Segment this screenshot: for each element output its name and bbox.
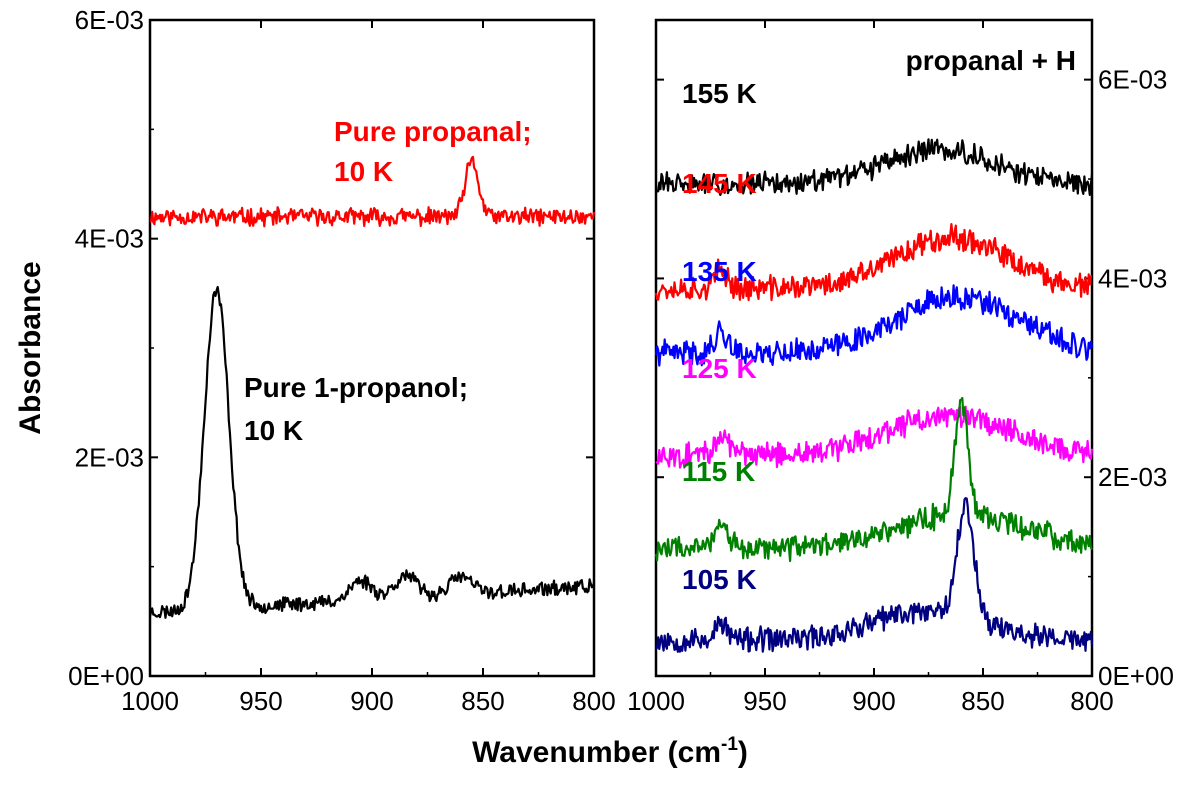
right-ytick-label: 6E-03: [1098, 65, 1167, 95]
label-pure-propanal-line1: Pure propanal;: [334, 116, 532, 147]
right-ytick-label: 4E-03: [1098, 263, 1167, 293]
trace-115-k: [654, 396, 1093, 563]
trace-135-k: [654, 284, 1094, 367]
label-pure-1-propanol-line1: Pure 1-propanol;: [244, 372, 468, 403]
trace-105-k: [655, 497, 1094, 653]
trace-125-k: [655, 405, 1094, 469]
label-155k: 155 K: [682, 78, 757, 109]
x-axis-label-main: Wavenumber (cm: [472, 736, 721, 769]
left-xtick-label: 1000: [121, 686, 179, 716]
left-ytick-label: 4E-03: [75, 224, 144, 254]
label-115k: 115 K: [682, 456, 755, 487]
trace-pure-1-propanol-10-k: [148, 285, 596, 619]
left-ytick-label: 2E-03: [75, 442, 144, 472]
right-xtick-label: 950: [743, 686, 786, 716]
trace-155-k: [655, 138, 1094, 196]
panel-left: 1000 950 900 850 800 0E+00 2E-03 4E-03 6E-03 Pur…: [68, 5, 616, 716]
label-pure-propanal-line2: 10 K: [334, 156, 393, 187]
right-ytick-label: 0E+00: [1098, 661, 1174, 691]
left-ticks: 1000 950 900 850 800 0E+00 2E-03 4E-03 6E-03: [68, 5, 616, 716]
trace-pure-propanal-10-k: [149, 155, 596, 228]
left-ytick-label: 6E-03: [75, 5, 144, 35]
left-xtick-label: 900: [350, 686, 393, 716]
right-ytick-label: 2E-03: [1098, 462, 1167, 492]
x-axis-label-close: ): [738, 736, 748, 769]
right-panel-title: propanal + H: [906, 45, 1076, 76]
x-axis-label-superscript: -1: [721, 734, 738, 755]
left-traces: [148, 155, 596, 619]
x-axis-label: Wavenumber (cm-1): [472, 734, 748, 769]
y-axis-label: Absorbance: [14, 261, 47, 434]
right-xtick-label: 800: [1070, 686, 1113, 716]
label-105k: 105 K: [682, 564, 757, 595]
label-135k: 135 K: [682, 256, 757, 287]
label-pure-1-propanol-line2: 10 K: [244, 415, 303, 446]
right-xtick-label: 1000: [627, 686, 685, 716]
left-xtick-label: 950: [239, 686, 282, 716]
trace-145-k: [654, 223, 1093, 302]
left-xtick-label: 800: [572, 686, 615, 716]
right-xtick-label: 900: [852, 686, 895, 716]
right-traces: [654, 138, 1094, 653]
label-145k: 145 K: [682, 168, 757, 199]
left-xtick-label: 850: [461, 686, 504, 716]
right-xtick-label: 850: [961, 686, 1004, 716]
left-ytick-label: 0E+00: [68, 661, 144, 691]
label-125k: 125 K: [682, 353, 757, 384]
